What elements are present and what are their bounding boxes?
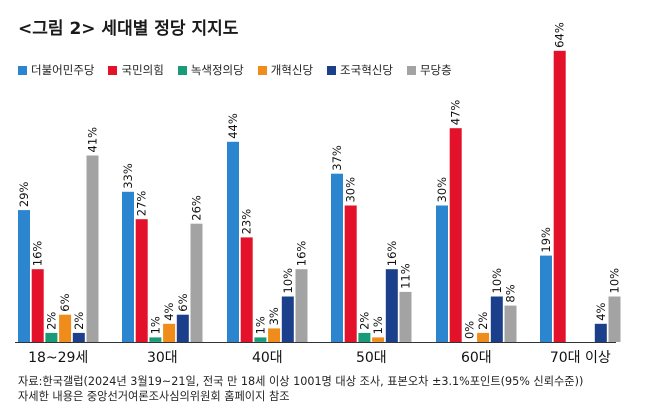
- legend-swatch-5: [406, 65, 416, 75]
- data-label-1-2: 1%: [148, 316, 162, 334]
- legend-label-2: 녹색정의당: [190, 63, 244, 77]
- bar-1-5: [190, 223, 203, 342]
- bar-2-1: [240, 237, 253, 342]
- bar-3-5: [399, 291, 412, 342]
- data-label-4-5: 8%: [504, 284, 518, 302]
- bar-4-3: [477, 332, 490, 342]
- bar-3-2: [358, 332, 371, 342]
- data-label-1-5: 26%: [190, 195, 204, 221]
- bar-1-0: [122, 191, 134, 342]
- data-label-4-1: 47%: [449, 100, 463, 126]
- category-label-5: 70대 이상: [550, 350, 611, 366]
- bar-2-3: [268, 328, 281, 342]
- data-label-3-1: 30%: [344, 177, 358, 203]
- data-label-1-1: 27%: [135, 191, 149, 217]
- data-label-5-1: 64%: [553, 22, 567, 48]
- data-label-1-4: 6%: [176, 293, 190, 311]
- category-label-3: 50대: [356, 350, 387, 366]
- data-label-1-3: 4%: [162, 302, 176, 320]
- bar-1-2: [149, 337, 162, 342]
- data-label-2-0: 44%: [226, 113, 240, 139]
- legend-swatch-4: [327, 65, 337, 75]
- legend-item-1: 국민의힘: [108, 62, 164, 78]
- bar-5-0: [540, 255, 552, 343]
- data-label-3-2: 2%: [357, 312, 371, 330]
- legend-item-2: 녹색정의당: [177, 62, 244, 78]
- legend: 더불어민주당 국민의힘 녹색정의당 개혁신당 조국혁신당 무당층: [18, 62, 466, 78]
- data-label-3-0: 37%: [330, 145, 344, 171]
- legend-item-5: 무당층: [406, 62, 452, 78]
- data-label-2-3: 3%: [267, 307, 281, 325]
- bar-4-0: [436, 205, 448, 342]
- data-label-5-4: 4%: [594, 302, 608, 320]
- bar-4-1: [449, 128, 462, 342]
- bar-0-0: [18, 210, 30, 342]
- data-label-3-4: 16%: [385, 241, 399, 267]
- data-label-3-5: 11%: [399, 263, 413, 289]
- data-label-5-0: 19%: [539, 227, 553, 253]
- legend-label-4: 조국혁신당: [340, 63, 393, 77]
- bar-5-5: [608, 296, 621, 342]
- data-label-2-1: 23%: [240, 209, 254, 235]
- legend-label-0: 더불어민주당: [31, 63, 95, 77]
- bar-3-4: [385, 269, 398, 342]
- bar-0-2: [45, 332, 58, 342]
- source-note: 자료:한국갤럽(2024년 3월19~21일, 전국 만 18세 이상 1001…: [18, 374, 583, 404]
- data-label-4-4: 10%: [490, 268, 504, 294]
- bar-4-4: [490, 296, 503, 342]
- bar-3-1: [344, 205, 357, 342]
- bar-0-5: [86, 155, 99, 342]
- bar-2-0: [227, 141, 239, 342]
- category-label-2: 40대: [252, 350, 283, 366]
- data-label-5-5: 10%: [608, 268, 622, 294]
- legend-swatch-3: [257, 65, 267, 75]
- bar-3-3: [372, 337, 385, 342]
- legend-item-3: 개혁신당: [257, 62, 314, 78]
- legend-item-0: 더불어민주당: [18, 62, 94, 78]
- legend-item-4: 조국혁신당: [327, 62, 393, 78]
- data-label-0-5: 41%: [86, 127, 100, 153]
- bar-0-1: [31, 269, 44, 342]
- category-label-0: 18~29세: [28, 350, 88, 366]
- data-label-0-0: 29%: [17, 181, 31, 207]
- category-label-1: 30대: [147, 350, 178, 366]
- bar-4-5: [504, 305, 517, 342]
- data-label-0-4: 2%: [72, 312, 86, 330]
- data-label-2-5: 16%: [295, 241, 309, 267]
- data-label-0-1: 16%: [31, 241, 45, 267]
- bar-5-4: [594, 323, 607, 342]
- data-label-1-0: 33%: [121, 163, 135, 189]
- data-label-0-2: 2%: [44, 312, 58, 330]
- data-label-0-3: 6%: [58, 293, 72, 311]
- legend-label-3: 개혁신당: [270, 63, 314, 77]
- data-label-4-3: 2%: [476, 312, 490, 330]
- bar-0-3: [59, 314, 72, 342]
- legend-swatch-1: [108, 65, 118, 75]
- data-label-4-2: 0%: [462, 321, 476, 339]
- bar-1-4: [176, 314, 189, 342]
- bar-2-5: [295, 269, 308, 342]
- bar-0-4: [72, 332, 85, 342]
- data-label-4-0: 30%: [435, 177, 449, 203]
- bar-1-1: [135, 219, 148, 342]
- bar-3-0: [331, 173, 343, 342]
- bar-2-2: [254, 337, 267, 342]
- legend-swatch-0: [18, 65, 27, 75]
- data-label-2-4: 10%: [281, 268, 295, 294]
- bar-1-3: [163, 323, 176, 342]
- bar-5-1: [553, 50, 566, 343]
- bar-2-4: [281, 296, 294, 342]
- legend-label-1: 국민의힘: [121, 63, 164, 77]
- data-label-2-2: 1%: [253, 316, 267, 334]
- chart-title: <그림 2> 세대별 정당 지지도: [18, 19, 239, 39]
- category-label-4: 60대: [461, 350, 492, 366]
- source-line-1: 자료:한국갤럽(2024년 3월19~21일, 전국 만 18세 이상 1001…: [18, 375, 584, 388]
- source-line-2: 자세한 내용은 중앙선거여론조사심의위원회 홈페이지 참조: [18, 390, 290, 403]
- data-label-3-3: 1%: [371, 316, 385, 334]
- legend-swatch-2: [177, 65, 187, 75]
- legend-label-5: 무당층: [419, 63, 452, 77]
